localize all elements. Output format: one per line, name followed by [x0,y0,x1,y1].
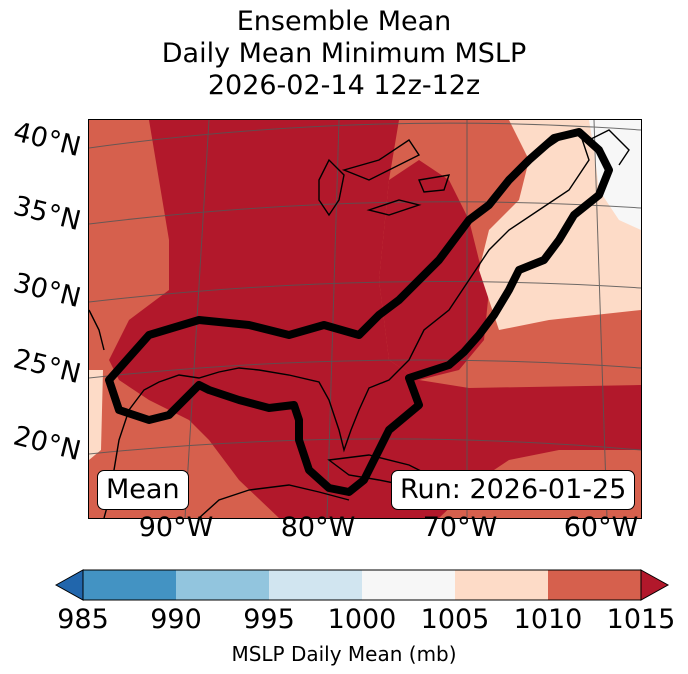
tick-990: 990 [150,604,202,635]
colorbar-over-arrow [640,569,670,601]
colorbar-label: MSLP Daily Mean (mb) [231,642,457,666]
meridian-60 [593,120,608,518]
mean-badge: Mean [97,470,189,510]
tick-985: 985 [57,604,109,635]
colorbar: 985 990 995 1000 1005 1010 1015 MSLP Dai… [0,566,688,674]
great-lakes-michigan [318,158,345,217]
parallel-35 [89,201,641,225]
lon-label-70: 70°W [422,512,498,543]
colorbar-bin-990-995 [176,570,269,600]
pressure-map-svg [89,120,641,518]
great-lakes-erie [366,199,422,216]
title-line-3: 2026-02-14 12z-12z [207,70,481,101]
meridian-80 [326,120,340,518]
map-title: Ensemble Mean Daily Mean Minimum MSLP 20… [0,6,688,102]
title-line-1: Ensemble Mean [236,6,452,37]
great-lakes-ontario [418,174,451,193]
great-lakes-huron [341,139,421,181]
us-gulf-atlantic-coast [103,129,590,518]
lon-label-80: 80°W [280,512,356,543]
tick-1015: 1015 [606,604,676,635]
lat-label-40: 40°N [10,116,84,164]
graticule [89,120,641,518]
colorbar-frame [82,569,642,601]
map-panel: 40°N 35°N 30°N 25°N 20°N [0,110,688,543]
colorbar-bin-1005-1010 [455,570,548,600]
field-1005-1010-sw [89,370,103,460]
colorbar-svg [54,569,670,601]
lon-label-60: 60°W [563,512,639,543]
lat-label-25: 25°N [10,343,84,391]
lat-label-30: 30°N [10,267,84,315]
mexico-coast-nw [89,309,105,351]
colorbar-under-arrow [54,569,84,601]
parallel-30 [89,281,641,303]
colorbar-bin-995-1000 [269,570,362,600]
tick-1010: 1010 [513,604,583,635]
colorbar-bin-1000-1005 [362,570,455,600]
lat-label-20: 20°N [10,420,84,468]
tick-995: 995 [243,604,295,635]
run-badge: Run: 2026-01-25 [391,470,636,510]
title-line-2: Daily Mean Minimum MSLP [161,38,527,69]
parallel-25 [89,359,641,379]
tick-1005: 1005 [420,604,490,635]
yucatan-coast [198,484,350,518]
map-canvas: Mean Run: 2026-01-25 [88,119,642,519]
tick-1000: 1000 [327,604,397,635]
lon-label-90: 90°W [138,512,214,543]
lat-label-35: 35°N [10,190,84,238]
parallel-40 [89,122,641,149]
colorbar-bin-985-990 [83,570,176,600]
colorbar-bin-1010-1015 [548,570,641,600]
contour-outline [105,128,613,496]
nova-scotia-coast [588,129,630,166]
parallel-20 [89,438,641,455]
